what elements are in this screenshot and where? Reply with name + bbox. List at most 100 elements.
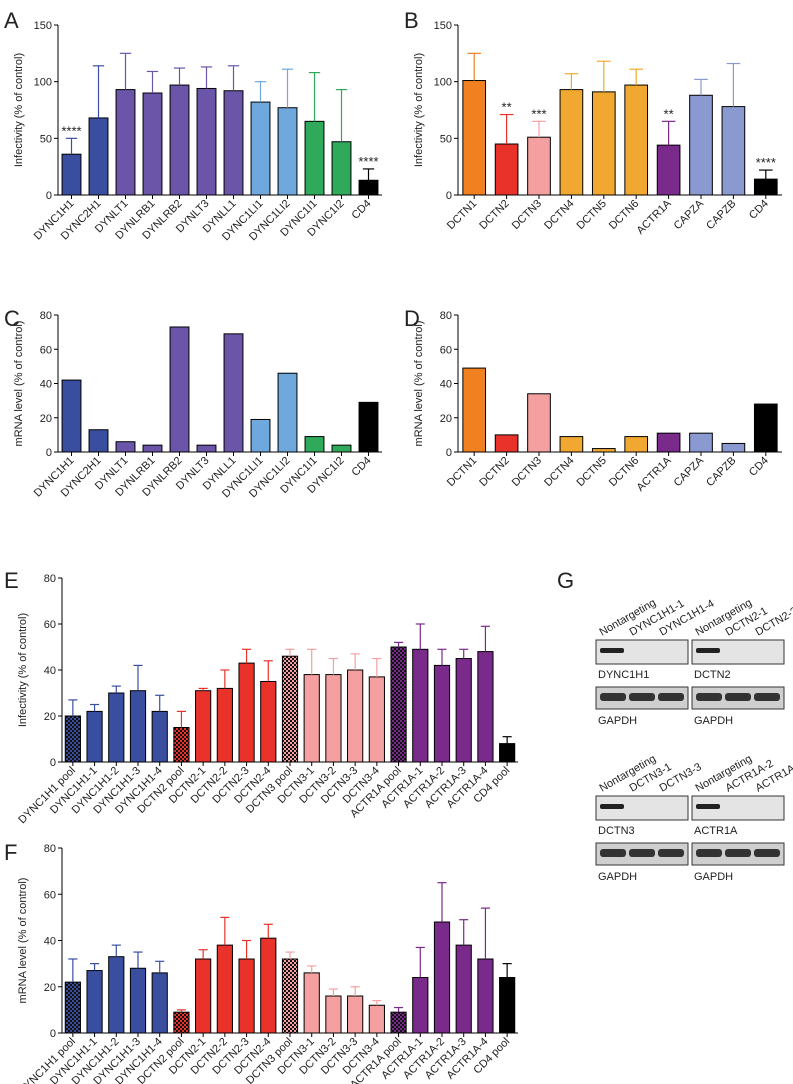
bar xyxy=(462,80,487,196)
bar xyxy=(624,436,649,453)
band xyxy=(696,804,720,809)
x-tick-label: DCTN2 xyxy=(477,455,511,489)
bar xyxy=(277,372,298,453)
significance: ** xyxy=(664,106,674,121)
y-tick-label: 0 xyxy=(50,1028,56,1040)
bar xyxy=(656,432,681,453)
band xyxy=(658,849,684,857)
bar xyxy=(325,674,342,763)
bar xyxy=(591,91,616,196)
band xyxy=(600,648,624,653)
bar xyxy=(358,179,379,196)
y-tick-label: 20 xyxy=(44,982,56,994)
x-tick-label: CD4 xyxy=(747,198,771,222)
bar xyxy=(169,84,190,196)
bar xyxy=(86,970,103,1034)
bar xyxy=(108,956,125,1034)
band xyxy=(696,693,722,701)
bar xyxy=(61,379,82,453)
band xyxy=(629,849,655,857)
bar xyxy=(142,444,163,453)
bar xyxy=(216,687,233,763)
x-tick-label: CD4 xyxy=(747,455,771,479)
x-tick-label: ACTR1A xyxy=(635,197,675,237)
y-tick-label: 150 xyxy=(434,20,452,32)
bar xyxy=(129,967,147,1034)
band xyxy=(725,693,751,701)
band xyxy=(600,849,626,857)
y-tick-label: 60 xyxy=(44,889,56,901)
bar xyxy=(689,94,713,196)
bar xyxy=(455,944,472,1034)
bar xyxy=(169,326,190,453)
bar xyxy=(281,655,299,763)
significance: *** xyxy=(531,106,546,121)
bar xyxy=(347,669,364,763)
y-tick-label: 0 xyxy=(46,190,52,202)
y-axis-label: Infectivity (% of control) xyxy=(17,613,29,727)
y-axis-label: Infectivity (% of control) xyxy=(413,53,425,167)
band xyxy=(600,693,626,701)
significance: **** xyxy=(756,155,776,170)
bar xyxy=(390,1011,407,1034)
y-tick-label: 0 xyxy=(46,447,52,459)
y-tick-label: 20 xyxy=(40,413,52,425)
control-label: GAPDH xyxy=(694,715,733,727)
bar xyxy=(88,117,109,196)
bar xyxy=(151,972,168,1034)
panel-label: G xyxy=(557,568,574,593)
y-tick-label: 100 xyxy=(34,77,52,89)
bar xyxy=(277,107,298,196)
band xyxy=(629,693,655,701)
x-tick-label: DCTN1 xyxy=(445,198,479,232)
bar xyxy=(303,674,320,763)
bar xyxy=(358,401,379,453)
x-tick-label: DCTN4 xyxy=(542,198,576,232)
y-tick-label: 80 xyxy=(44,843,56,855)
panel-label: E xyxy=(4,568,19,593)
bar xyxy=(61,153,82,196)
bar xyxy=(721,106,746,196)
bar xyxy=(64,715,81,763)
y-axis-label: mRNA level (% of control) xyxy=(17,878,29,1004)
x-tick-label: CAPZB xyxy=(704,455,738,489)
x-tick-label: DCTN1 xyxy=(445,455,479,489)
bar xyxy=(115,89,136,196)
bar xyxy=(223,90,244,196)
target-label: ACTR1A xyxy=(694,825,738,837)
bar xyxy=(656,144,681,196)
y-tick-label: 20 xyxy=(440,413,452,425)
y-tick-label: 60 xyxy=(40,344,52,356)
bar xyxy=(527,136,551,196)
panel-label: C xyxy=(4,306,20,331)
bar xyxy=(624,84,649,196)
bar xyxy=(173,727,190,763)
significance: ** xyxy=(502,100,512,115)
y-axis-label: mRNA level (% of control) xyxy=(413,321,425,447)
bar xyxy=(753,178,778,196)
bar xyxy=(753,403,778,453)
bar xyxy=(195,958,212,1034)
bar xyxy=(331,141,352,196)
band xyxy=(696,849,722,857)
bar xyxy=(462,367,487,453)
band xyxy=(754,693,780,701)
band xyxy=(725,849,751,857)
bar xyxy=(216,944,233,1034)
bar xyxy=(721,442,746,453)
y-tick-label: 40 xyxy=(44,665,56,677)
bar xyxy=(477,958,494,1034)
band xyxy=(600,804,624,809)
y-tick-label: 40 xyxy=(440,379,452,391)
bar xyxy=(499,977,516,1034)
panel-label: F xyxy=(4,840,17,865)
bar xyxy=(325,995,342,1034)
target-label: DYNC1H1 xyxy=(598,669,649,681)
bar xyxy=(250,101,271,196)
x-tick-label: DCTN4 xyxy=(542,455,576,489)
band xyxy=(754,849,780,857)
y-axis-label: mRNA level (% of control) xyxy=(13,321,25,447)
bar xyxy=(115,441,136,453)
bar xyxy=(591,448,616,453)
bar xyxy=(86,710,103,763)
